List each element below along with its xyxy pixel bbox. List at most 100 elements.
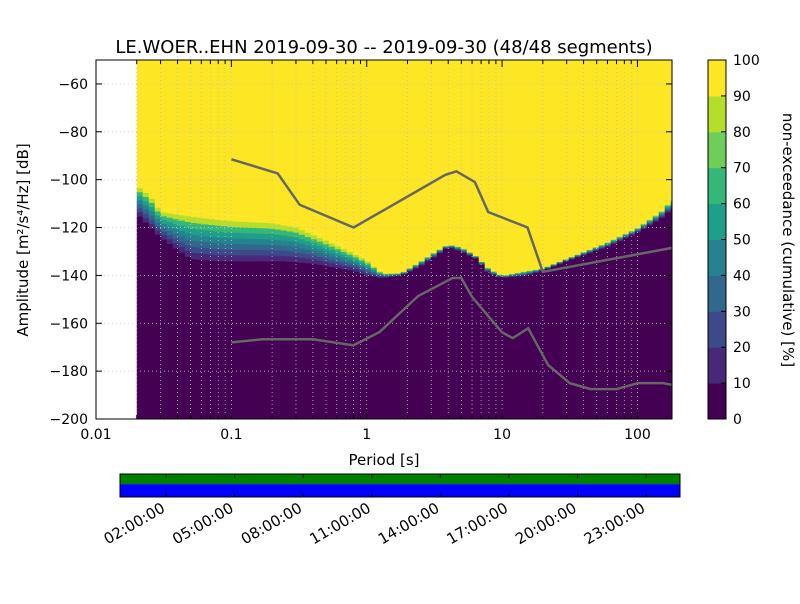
heatmap-cell-band [496, 276, 504, 278]
heatmap-cell-upper [454, 60, 462, 247]
heatmap-cell-band [580, 254, 588, 255]
heatmap-cell-band [586, 250, 594, 252]
heatmap-cell-band [646, 222, 654, 224]
heatmap-cell-band [610, 241, 618, 243]
heatmap-cell-band [220, 232, 228, 239]
heatmap-cell-band [136, 204, 144, 209]
heatmap-cell-band [178, 220, 186, 227]
heatmap-cell-lower [610, 243, 618, 419]
heatmap-cell-band [640, 226, 648, 228]
heatmap-cell-band [442, 248, 450, 249]
heatmap-cell-lower [502, 277, 510, 419]
heatmap-cell-band [436, 249, 444, 251]
heatmap-cell-band [328, 253, 336, 258]
heatmap-cell-band [622, 236, 630, 238]
heatmap-cell-band [670, 207, 672, 209]
heatmap-cell-band [466, 254, 474, 256]
plot-frame [95, 59, 673, 420]
heatmap-cell-band [184, 210, 192, 217]
heatmap-cell-upper [274, 60, 282, 220]
heatmap-cell-upper [586, 60, 594, 250]
heatmap-cell-band [418, 260, 426, 262]
heatmap-cell-band [460, 249, 468, 251]
heatmap-cell-upper [262, 60, 270, 218]
heatmap-cell-band [658, 215, 666, 218]
heatmap-cell-band [340, 246, 348, 250]
heatmap-cell-band [142, 209, 150, 215]
heatmap-cell-band [232, 215, 240, 222]
heatmap-cell-band [652, 215, 660, 217]
heatmap-cell-band [274, 245, 282, 251]
heatmap-cell-band [370, 269, 378, 272]
heatmap-cell-band [640, 223, 648, 225]
heatmap-cell-upper [478, 60, 486, 262]
heatmap-cell-upper [190, 60, 198, 212]
heatmap-cell-band [178, 247, 186, 253]
heatmap-cell-band [634, 227, 642, 229]
heatmap-cell-band [364, 273, 372, 276]
heatmap-cell-upper [574, 60, 582, 255]
heatmap-cell-band [220, 226, 228, 233]
heatmap-cell-band [604, 244, 612, 246]
heatmap-cell-band [556, 263, 564, 265]
heatmap-cell-band [364, 269, 372, 272]
heatmap-cell-band [424, 257, 432, 259]
heatmap-cell-lower [238, 261, 246, 419]
heatmap-cell-band [352, 254, 360, 258]
heatmap-cell-band [340, 260, 348, 264]
heatmap-cell-band [592, 247, 600, 249]
heatmap-cell-upper [136, 60, 144, 185]
heatmap-cell-lower [232, 261, 240, 419]
heatmap-cell-band [382, 275, 390, 277]
heatmap-cell-band [178, 210, 186, 216]
heatmap-cell-band [568, 258, 576, 260]
heatmap-cell-lower [622, 237, 630, 419]
heatmap-cell-band [616, 235, 624, 237]
heatmap-cell-band [634, 229, 642, 231]
x-tick-label: 100 [624, 427, 651, 443]
heatmap-cell-band [394, 275, 402, 277]
heatmap-cell-lower [418, 265, 426, 419]
heatmap-cell-band [412, 264, 420, 266]
heatmap-cell-band [184, 216, 192, 223]
heatmap-cell-lower [394, 275, 402, 419]
heatmap-cell-band [196, 235, 204, 242]
heatmap-cell-band [388, 275, 396, 277]
colorbar-tick-label: 50 [733, 233, 751, 249]
heatmap-cell-upper [652, 60, 660, 215]
heatmap-cell-band [190, 235, 198, 242]
y-tick-label: −120 [50, 221, 88, 237]
heatmap-cell-band [166, 209, 174, 214]
heatmap-cell-lower [412, 268, 420, 419]
heatmap-cell-lower [298, 262, 306, 419]
heatmap-cell-band [646, 220, 654, 222]
heatmap-cell-band [664, 208, 672, 211]
heatmap-cell-band [322, 244, 330, 249]
heatmap-cell-band [514, 275, 522, 277]
heatmap-cell-upper [292, 60, 300, 223]
heatmap-cell-band [604, 245, 612, 247]
heatmap-cell-band [670, 204, 672, 207]
heatmap-cell-band [376, 273, 384, 275]
heatmap-cell-band [334, 264, 342, 269]
heatmap-cell-band [178, 231, 186, 237]
heatmap-cell-band [424, 259, 432, 261]
heatmap-cell-band [490, 274, 498, 276]
heatmap-cell-band [226, 238, 234, 245]
heatmap-cell-band [292, 252, 300, 258]
heatmap-cell-band [274, 234, 282, 241]
heatmap-cell-band [136, 196, 144, 201]
heatmap-cell-lower [490, 274, 498, 419]
heatmap-cell-band [628, 231, 636, 233]
heatmap-cell-band [352, 257, 360, 261]
heatmap-cell-band [418, 263, 426, 265]
heatmap-cell-band [262, 244, 270, 251]
heatmap-cell-band [670, 200, 672, 202]
heatmap-cell-band [304, 254, 312, 260]
heatmap-cell-lower [364, 275, 372, 419]
heatmap-cell-band [580, 253, 588, 255]
heatmap-cell-band [340, 251, 348, 256]
y-tick-label: −100 [50, 173, 88, 189]
heatmap-cell-band [250, 233, 258, 240]
heatmap-cell-band [388, 274, 396, 276]
